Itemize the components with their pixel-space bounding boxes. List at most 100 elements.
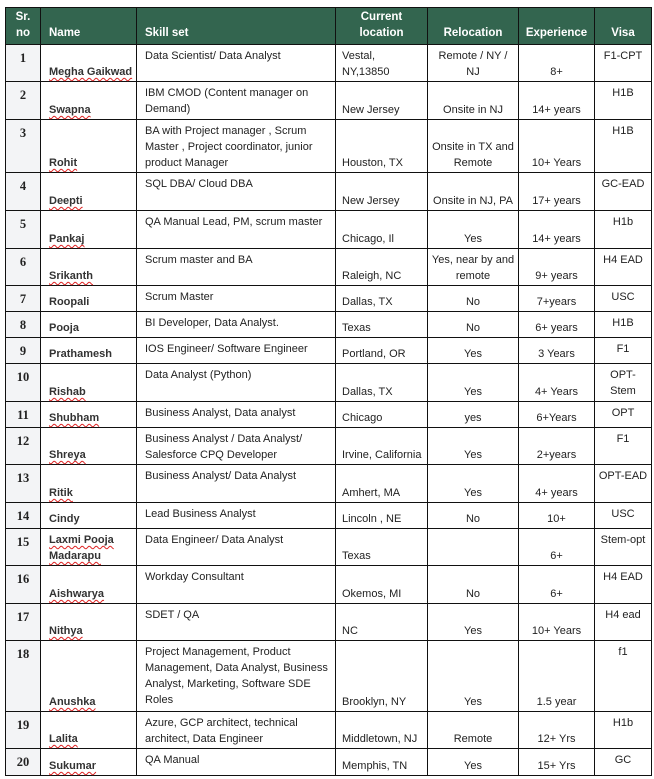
experience-text: 9+ years [535, 270, 578, 282]
table-row: 13 Ritik Business Analyst/ Data Analyst Amh… [5, 464, 652, 503]
location-cell: Dallas, TX [335, 363, 428, 402]
table-row: 7 Roopali Scrum Master Dallas, TX No 7+years U… [5, 285, 652, 312]
location-cell: New Jersey [335, 172, 428, 211]
relocation-cell: No [427, 502, 519, 529]
skill-set-text: SDET / QA [145, 609, 200, 621]
skill-set-text: Business Analyst/ Data Analyst [145, 470, 297, 482]
location-cell: Middletown, NJ [335, 711, 428, 749]
table-row: 2 Swapna IBM CMOD (Content manager on Dema… [5, 81, 652, 120]
name-cell: Megha Gaikwad [40, 44, 137, 82]
name-text: Ritik [49, 487, 73, 499]
sr-no-cell: 5 [5, 210, 41, 249]
table-row: 20 Sukumar QA Manual Memphis, TN Yes 15+ Yrs G… [5, 748, 652, 776]
name-cell: Roopali [40, 285, 137, 312]
name-text: Aishwarya [49, 588, 105, 600]
visa-cell: OPT [594, 401, 652, 428]
skill-set-cell: BA with Project manager , Scrum Master ,… [136, 119, 336, 173]
experience-text: 4+ years [535, 487, 578, 499]
sr-no-text: 2 [19, 88, 27, 102]
sr-no-text: 11 [17, 408, 29, 422]
header-visa: Visa [594, 7, 652, 45]
visa-cell: H1b [594, 210, 652, 249]
header-sr-no: Sr. no [5, 7, 41, 45]
visa-cell: GC [594, 748, 652, 776]
name-cell: Prathamesh [40, 337, 137, 364]
name-cell: Rishab [40, 363, 137, 402]
experience-cell: 6+Years [518, 401, 595, 428]
relocation-text: Yes [464, 449, 482, 461]
experience-cell: 7+years [518, 285, 595, 312]
relocation-cell: No [427, 285, 519, 312]
experience-cell: 10+ [518, 502, 595, 529]
relocation-text: Remote [453, 733, 493, 745]
relocation-text: Yes [464, 625, 482, 637]
experience-text: 4+ Years [534, 386, 579, 398]
location-text: Raleigh, NC [342, 270, 402, 282]
sr-no-cell: 9 [5, 337, 41, 364]
relocation-text: Yes [464, 386, 482, 398]
relocation-text: Yes [464, 760, 482, 772]
name-cell: Srikanth [40, 248, 137, 286]
name-cell: Cindy [40, 502, 137, 529]
name-text: Shreya [49, 449, 86, 461]
visa-cell: F1 [594, 427, 652, 465]
skill-set-cell: Business Analyst / Data Analyst/ Salesfo… [136, 427, 336, 465]
relocation-text: Remote / NY / NJ [438, 50, 508, 78]
header-name: Name [40, 7, 137, 45]
location-text: Lincoln , NE [342, 513, 402, 525]
experience-cell: 6+ [518, 565, 595, 604]
sr-no-cell: 1 [5, 44, 41, 82]
name-text: Rishab [49, 386, 86, 398]
visa-text: H1b [612, 717, 634, 729]
relocation-text: Yes [464, 487, 482, 499]
sr-no-cell: 17 [5, 603, 41, 641]
experience-cell: 2+years [518, 427, 595, 465]
location-cell: Houston, TX [335, 119, 428, 173]
skill-set-cell: Project Management, Product Management, … [136, 640, 336, 712]
sr-no-text: 19 [16, 718, 30, 732]
skill-set-text: Project Management, Product Management, … [145, 646, 328, 706]
visa-cell: F1-CPT [594, 44, 652, 82]
relocation-text: No [465, 296, 481, 308]
visa-cell: H1b [594, 711, 652, 749]
location-text: Middletown, NJ [342, 733, 418, 745]
skill-set-cell: Business Analyst/ Data Analyst [136, 464, 336, 503]
table-row: 10 Rishab Data Analyst (Python) Dallas, TX Y… [5, 363, 652, 402]
location-cell: Memphis, TN [335, 748, 428, 776]
name-cell: Pankaj [40, 210, 137, 249]
visa-text: USC [611, 508, 635, 520]
experience-text: 1.5 year [536, 696, 577, 708]
visa-text: OPT-Stem [610, 369, 636, 397]
skill-set-text: Lead Business Analyst [145, 508, 256, 520]
sr-no-text: 6 [19, 255, 27, 269]
visa-cell: H4 EAD [594, 248, 652, 286]
visa-text: H1B [612, 125, 634, 137]
name-text: Nithya [49, 625, 83, 637]
name-cell: Aishwarya [40, 565, 137, 604]
relocation-text: No [465, 322, 481, 334]
name-text: Anushka [49, 696, 96, 708]
table-body: 1 Megha Gaikwad Data Scientist/ Data Analy… [5, 44, 652, 776]
name-cell: Laxmi Pooja Madarapu [40, 528, 137, 566]
skill-set-text: Business Analyst, Data analyst [145, 407, 296, 419]
visa-cell: H4 EAD [594, 565, 652, 604]
name-text: Sukumar [49, 760, 97, 772]
relocation-text: Yes [464, 348, 482, 360]
sr-no-text: 13 [16, 471, 30, 485]
location-text: Vestal, NY,13850 [342, 50, 390, 78]
sr-no-cell: 6 [5, 248, 41, 286]
visa-text: OPT [611, 407, 635, 419]
experience-cell: 4+ years [518, 464, 595, 503]
sr-no-text: 18 [16, 647, 30, 661]
relocation-cell: Yes [427, 640, 519, 712]
sr-no-text: 12 [16, 434, 30, 448]
experience-cell: 10+ Years [518, 119, 595, 173]
table-row: 18 Anushka Project Management, Product Man… [5, 640, 652, 712]
skill-set-cell: Data Engineer/ Data Analyst [136, 528, 336, 566]
skill-set-cell: Data Analyst (Python) [136, 363, 336, 402]
table-row: 6 Srikanth Scrum master and BA Raleigh, NC Y… [5, 248, 652, 286]
table-row: 1 Megha Gaikwad Data Scientist/ Data Analy… [5, 44, 652, 82]
experience-cell: 12+ Yrs [518, 711, 595, 749]
location-text: NC [342, 625, 358, 637]
header-row: Sr. no Name Skill set Current location R… [5, 7, 652, 45]
